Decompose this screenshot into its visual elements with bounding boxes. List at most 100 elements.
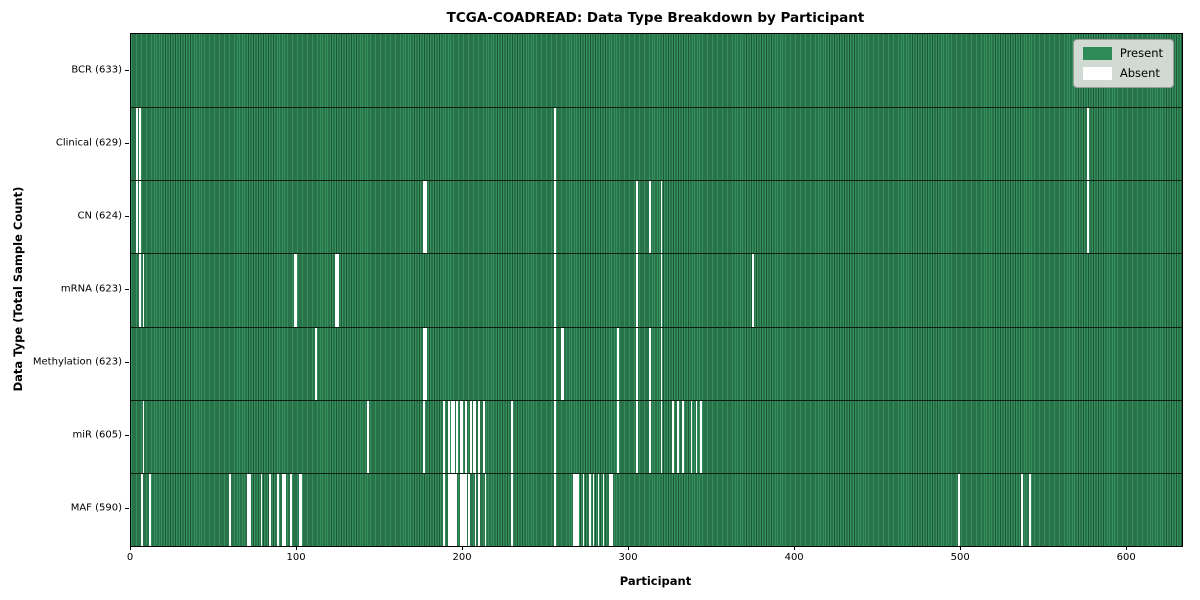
absent-stripe <box>660 253 663 327</box>
absent-stripe <box>1029 472 1032 546</box>
absent-stripe <box>649 399 651 473</box>
row-band-methylation <box>131 326 1182 400</box>
absent-stripe <box>139 107 142 181</box>
chart-title: TCGA-COADREAD: Data Type Breakdown by Pa… <box>446 10 865 26</box>
absent-stripe <box>635 180 638 254</box>
absent-stripe <box>582 472 585 546</box>
absent-stripe <box>464 472 467 546</box>
absent-stripe <box>589 472 592 546</box>
absent-stripe <box>572 472 575 546</box>
x-tick-mark <box>130 546 131 550</box>
row-band-bcr <box>131 34 1182 108</box>
absent-stripe <box>468 472 470 546</box>
absent-stripe <box>649 180 651 254</box>
y-tick-mark <box>125 435 129 437</box>
absent-stripe <box>660 399 663 473</box>
x-tick-label: 500 <box>950 552 970 563</box>
absent-stripe <box>300 472 303 546</box>
absent-stripe <box>635 326 638 400</box>
absent-stripe <box>677 399 680 473</box>
plot-area <box>130 33 1183 547</box>
absent-stripe <box>478 399 480 473</box>
absent-stripe <box>561 326 563 400</box>
absent-stripe <box>142 253 145 327</box>
row-band-clinical <box>131 107 1182 181</box>
x-tick-mark <box>462 546 464 550</box>
y-tick-label-mir: miR (605) <box>72 429 122 441</box>
absent-stripe <box>139 180 142 254</box>
absent-stripe <box>660 326 663 400</box>
absent-stripe <box>228 472 231 546</box>
absent-stripe <box>592 472 595 546</box>
absent-stripe <box>474 399 477 473</box>
absent-stripe <box>453 399 455 473</box>
y-tick-mark <box>125 362 129 364</box>
absent-stripe <box>1020 472 1023 546</box>
absent-stripe <box>649 326 651 400</box>
absent-stripe <box>336 253 339 327</box>
absent-stripe <box>478 472 480 546</box>
absent-stripe <box>461 472 464 546</box>
absent-stripe <box>751 253 754 327</box>
absent-stripe <box>424 326 427 400</box>
absent-stripe <box>459 472 462 546</box>
absent-stripe <box>635 253 638 327</box>
y-tick-mark <box>125 215 129 217</box>
absent-stripe <box>248 472 251 546</box>
absent-stripe <box>695 399 698 473</box>
x-tick-label: 100 <box>286 552 306 563</box>
absent-stripe <box>456 399 459 473</box>
absent-stripe <box>609 472 611 546</box>
absent-stripe <box>554 180 557 254</box>
absent-stripe <box>282 472 284 546</box>
legend-present-label: Present <box>1119 46 1163 60</box>
absent-stripe <box>562 326 565 400</box>
absent-stripe <box>140 472 143 546</box>
absent-stripe <box>149 472 152 546</box>
absent-stripe <box>443 399 445 473</box>
row-band-mir <box>131 399 1182 473</box>
absent-stripe <box>139 253 142 327</box>
x-tick-label: 300 <box>618 552 638 563</box>
absent-stripe <box>135 180 138 254</box>
y-tick-mark <box>125 69 129 71</box>
x-tick-label: 0 <box>126 552 134 563</box>
absent-stripe <box>260 472 263 546</box>
absent-stripe <box>424 180 427 254</box>
legend-entry-absent: Absent <box>1082 67 1163 80</box>
absent-stripe <box>690 399 693 473</box>
y-tick-label-clinical: Clinical (629) <box>55 137 122 149</box>
row-divider <box>131 326 1182 328</box>
present-swatch-icon <box>1082 47 1112 60</box>
row-band-maf <box>131 472 1182 546</box>
absent-stripe <box>617 399 620 473</box>
absent-stripe <box>459 399 462 473</box>
legend: Present Absent <box>1072 39 1174 88</box>
absent-stripe <box>335 253 338 327</box>
absent-stripe <box>511 399 514 473</box>
y-tick-label-maf: MAF (590) <box>70 502 122 514</box>
absent-stripe <box>635 399 638 473</box>
absent-stripe <box>554 472 557 546</box>
legend-entry-present: Present <box>1082 46 1163 60</box>
x-tick-mark <box>794 546 796 550</box>
absent-stripe <box>423 180 426 254</box>
x-tick-mark <box>628 546 630 550</box>
row-divider <box>131 472 1182 474</box>
absent-stripe <box>448 472 450 546</box>
absent-stripe <box>577 472 580 546</box>
absent-stripe <box>482 399 485 473</box>
absent-stripe <box>315 326 318 400</box>
absent-stripe <box>461 399 464 473</box>
absent-stripe <box>957 472 960 546</box>
absent-stripe <box>448 399 450 473</box>
absent-stripe <box>554 107 557 181</box>
absent-stripe <box>554 253 557 327</box>
absent-stripe <box>423 326 426 400</box>
absent-stripe <box>142 399 145 473</box>
absent-stripe <box>660 180 663 254</box>
y-tick-label-mrna: mRNA (623) <box>60 283 122 295</box>
row-divider <box>131 399 1182 401</box>
absent-stripe <box>283 472 286 546</box>
absent-stripe <box>293 253 296 327</box>
